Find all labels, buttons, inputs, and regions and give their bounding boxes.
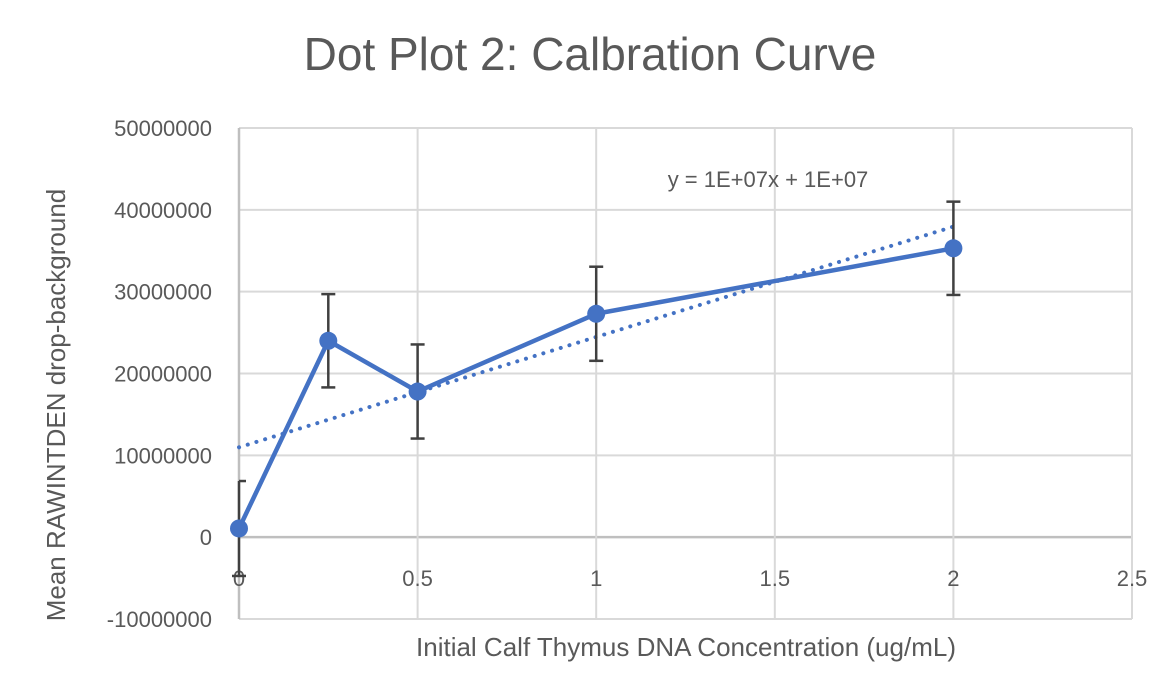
x-tick-labels: 0 0.5 1 1.5 2 2.5 <box>233 566 1147 591</box>
y-tick-label: 10000000 <box>114 443 212 468</box>
y-tick-label: 40000000 <box>114 198 212 223</box>
gridlines <box>237 127 1133 620</box>
x-tick-label: 0.5 <box>402 566 433 591</box>
y-tick-label: 30000000 <box>114 280 212 305</box>
trendline-equation: y = 1E+07x + 1E+07 <box>668 167 869 192</box>
data-point <box>944 239 963 258</box>
chart-title: Dot Plot 2: Calbration Curve <box>304 28 877 80</box>
x-axis-label: Initial Calf Thymus DNA Concentration (u… <box>416 632 956 662</box>
data-point <box>408 382 427 401</box>
x-tick-label: 0 <box>233 566 245 591</box>
x-tick-label: 1.5 <box>760 566 791 591</box>
data-point <box>319 331 338 350</box>
x-tick-label: 2 <box>947 566 959 591</box>
data-point <box>587 304 606 323</box>
data-point <box>230 519 248 538</box>
y-axis-label: Mean RAWINTDEN drop-background <box>41 189 71 622</box>
y-tick-label: -10000000 <box>107 607 212 632</box>
y-tick-label: 50000000 <box>114 116 212 141</box>
y-tick-label: 0 <box>200 525 212 550</box>
y-tick-label: 20000000 <box>114 362 212 387</box>
x-tick-label: 2.5 <box>1117 566 1148 591</box>
data-series <box>230 239 963 538</box>
x-tick-label: 1 <box>590 566 602 591</box>
y-tick-labels: 50000000 40000000 30000000 20000000 10000000… <box>107 116 212 632</box>
